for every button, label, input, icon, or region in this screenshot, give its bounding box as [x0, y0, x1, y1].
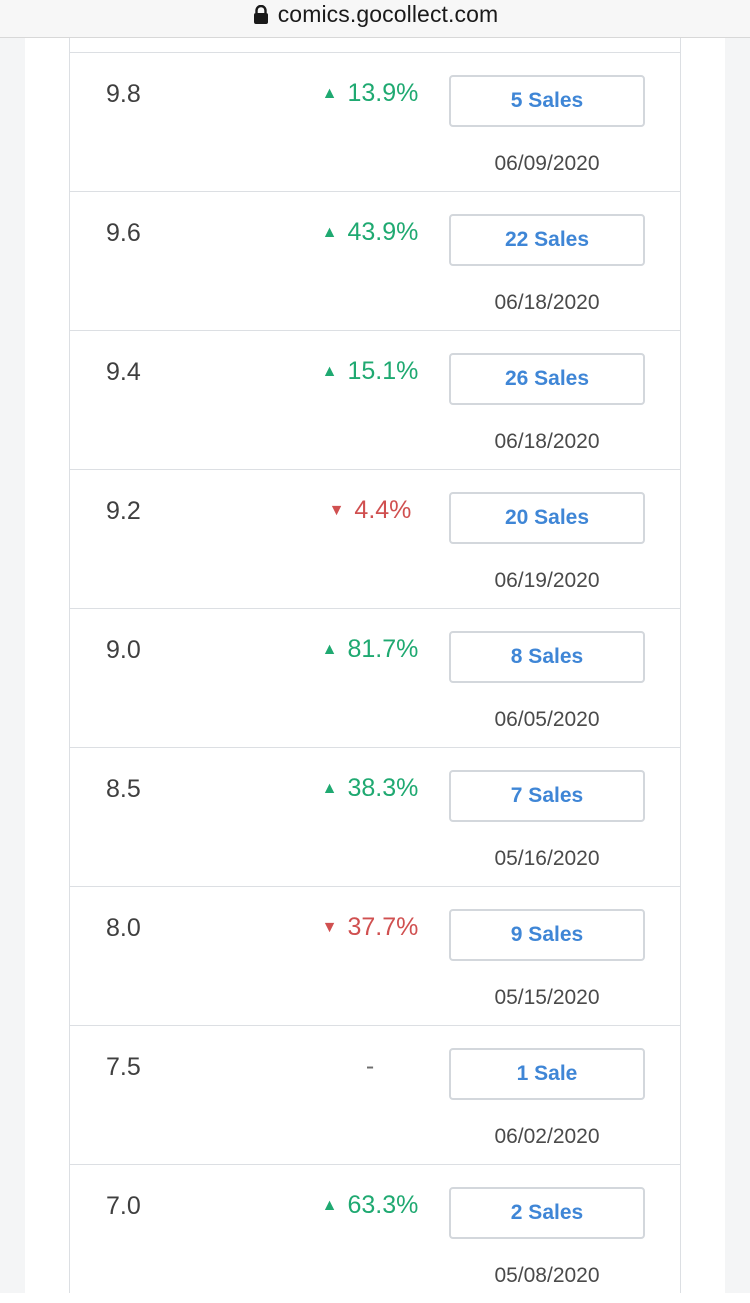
table-row: 7.0 ▲ 63.3% 2 Sales 05/08/2020: [70, 1164, 680, 1303]
table-row: 9.4 ▲ 15.1% 26 Sales 06/18/2020: [70, 330, 680, 469]
url-display[interactable]: comics.gocollect.com: [0, 0, 750, 28]
table-row: 7.5 - 1 Sale 06/02/2020: [70, 1025, 680, 1164]
change-percent: 4.4%: [354, 496, 412, 524]
grade-value: 9.2: [106, 497, 141, 525]
triangle-up-icon: ▲: [321, 641, 338, 658]
value-change: ▼ 4.4%: [270, 496, 470, 525]
change-percent: -: [365, 1052, 375, 1080]
change-percent: 15.1%: [347, 357, 419, 385]
sales-button[interactable]: 22 Sales: [449, 214, 645, 266]
value-change: ▲ 38.3%: [270, 774, 470, 803]
last-sale-date: 06/09/2020: [494, 152, 600, 175]
value-change: ▲ 81.7%: [270, 635, 470, 664]
sales-button[interactable]: 20 Sales: [449, 492, 645, 544]
triangle-down-icon: ▼: [328, 502, 345, 519]
triangle-up-icon: ▲: [321, 780, 338, 797]
last-sale-date: 06/02/2020: [494, 1125, 600, 1148]
lock-icon: [252, 4, 270, 25]
grade-value: 8.0: [106, 914, 141, 942]
grade-value: 8.5: [106, 775, 141, 803]
change-percent: 81.7%: [347, 635, 419, 663]
value-change: ▼ 37.7%: [270, 913, 470, 942]
value-change: ▲ 13.9%: [270, 79, 470, 108]
sales-button[interactable]: 1 Sale: [449, 1048, 645, 1100]
last-sale-date: 06/18/2020: [494, 291, 600, 314]
sales-button[interactable]: 26 Sales: [449, 353, 645, 405]
value-change: -: [270, 1052, 470, 1081]
table-row: 9.6 ▲ 43.9% 22 Sales 06/18/2020: [70, 191, 680, 330]
value-change: ▲ 43.9%: [270, 218, 470, 247]
last-sale-date: 05/16/2020: [494, 847, 600, 870]
sales-button[interactable]: 7 Sales: [449, 770, 645, 822]
price-by-grade-table: 9.8 ▲ 13.9% 5 Sales 06/09/2020 9.6 ▲ 43.9%…: [69, 38, 681, 1293]
value-change: ▲ 63.3%: [270, 1191, 470, 1220]
sales-button[interactable]: 8 Sales: [449, 631, 645, 683]
table-row: 9.8 ▲ 13.9% 5 Sales 06/09/2020: [70, 52, 680, 191]
grade-value: 7.5: [106, 1053, 141, 1081]
change-percent: 13.9%: [347, 79, 419, 107]
grade-value: 9.4: [106, 358, 141, 386]
last-sale-date: 06/18/2020: [494, 430, 600, 453]
last-sale-date: 05/15/2020: [494, 986, 600, 1009]
table-row: 9.0 ▲ 81.7% 8 Sales 06/05/2020: [70, 608, 680, 747]
sales-button[interactable]: 5 Sales: [449, 75, 645, 127]
triangle-up-icon: ▲: [321, 363, 338, 380]
table-row: 8.0 ▼ 37.7% 9 Sales 05/15/2020: [70, 886, 680, 1025]
change-percent: 43.9%: [347, 218, 419, 246]
url-text: comics.gocollect.com: [277, 0, 499, 27]
grade-value: 7.0: [106, 1192, 141, 1220]
triangle-down-icon: ▼: [321, 919, 338, 936]
sales-button[interactable]: 2 Sales: [449, 1187, 645, 1239]
last-sale-date: 05/08/2020: [494, 1264, 600, 1287]
grade-value: 9.6: [106, 219, 141, 247]
triangle-up-icon: ▲: [321, 85, 338, 102]
table-row: 8.5 ▲ 38.3% 7 Sales 05/16/2020: [70, 747, 680, 886]
grade-value: 9.8: [106, 80, 141, 108]
table-row: 9.2 ▼ 4.4% 20 Sales 06/19/2020: [70, 469, 680, 608]
value-change: ▲ 15.1%: [270, 357, 470, 386]
triangle-up-icon: ▲: [321, 224, 338, 241]
sales-button[interactable]: 9 Sales: [449, 909, 645, 961]
last-sale-date: 06/19/2020: [494, 569, 600, 592]
last-sale-date: 06/05/2020: [494, 708, 600, 731]
change-percent: 63.3%: [347, 1191, 419, 1219]
triangle-up-icon: ▲: [321, 1197, 338, 1214]
change-percent: 37.7%: [347, 913, 419, 941]
grade-value: 9.0: [106, 636, 141, 664]
browser-url-bar[interactable]: comics.gocollect.com: [0, 0, 750, 38]
change-percent: 38.3%: [347, 774, 419, 802]
